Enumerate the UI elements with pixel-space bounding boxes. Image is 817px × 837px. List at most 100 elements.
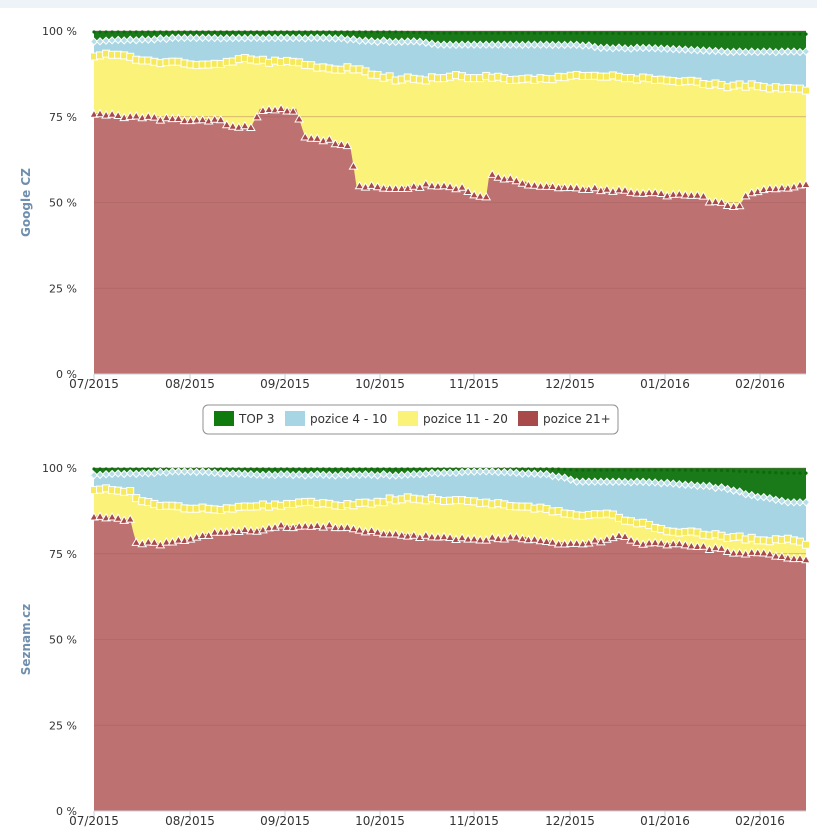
- marker-pos4-10: [125, 469, 135, 478]
- marker-pos4-10: [276, 470, 286, 479]
- marker-top3: [756, 470, 760, 474]
- marker-pos4-10: [337, 470, 346, 479]
- marker-pos4-10: [735, 47, 744, 56]
- marker-top3: [454, 31, 458, 35]
- marker-pos21: [475, 534, 486, 544]
- legend-item[interactable]: TOP 3: [214, 411, 274, 426]
- marker-top3: [532, 31, 537, 35]
- marker-pos21: [493, 172, 504, 181]
- legend-item[interactable]: pozice 11 - 20: [398, 411, 508, 426]
- marker-pos21: [330, 138, 341, 148]
- x-tick-label: 02/2016: [735, 377, 785, 391]
- marker-pos21: [565, 538, 576, 547]
- marker-pos21: [529, 180, 540, 189]
- marker-top3: [635, 468, 639, 472]
- marker-pos4-10: [578, 41, 587, 50]
- legend-item[interactable]: pozice 4 - 10: [285, 411, 387, 426]
- marker-top3: [665, 468, 669, 472]
- marker-pos4-10: [536, 469, 545, 479]
- marker-pos4-10: [650, 478, 660, 487]
- marker-pos21: [125, 111, 136, 120]
- marker-top3: [261, 30, 265, 34]
- marker-pos21: [463, 186, 473, 195]
- marker-top3: [731, 469, 736, 473]
- marker-top3: [285, 467, 289, 471]
- marker-pos4-10: [494, 40, 503, 49]
- marker-pos4-10: [765, 47, 775, 56]
- marker-pos21: [173, 113, 184, 123]
- marker-pos4-10: [325, 470, 334, 480]
- marker-pos4-10: [198, 33, 207, 43]
- marker-pos4-10: [783, 47, 793, 56]
- marker-top3: [659, 32, 663, 36]
- marker-pos21: [656, 538, 667, 547]
- marker-pos21: [626, 187, 636, 196]
- marker-pos4-10: [288, 470, 298, 480]
- marker-top3: [786, 32, 790, 36]
- marker-pos4-10: [572, 477, 581, 486]
- marker-pos21: [445, 181, 455, 191]
- marker-top3: [647, 31, 651, 36]
- marker-top3: [351, 467, 356, 471]
- marker-top3: [442, 31, 446, 35]
- marker-pos4-10: [101, 36, 111, 45]
- marker-pos4-10: [89, 470, 99, 480]
- marker-pos4-10: [602, 43, 612, 52]
- marker-top3: [520, 31, 525, 35]
- marker-pos4-10: [590, 42, 600, 52]
- marker-top3: [382, 467, 386, 471]
- y-tick-label: 75 %: [49, 111, 77, 124]
- marker-pos4-10: [584, 41, 593, 50]
- marker-top3: [460, 31, 464, 35]
- marker-pos21: [396, 530, 407, 539]
- marker-pos4-10: [276, 33, 286, 43]
- marker-pos21: [239, 524, 250, 534]
- marker-top3: [689, 32, 693, 36]
- marker-pos4-10: [445, 40, 455, 49]
- marker-top3: [297, 30, 301, 34]
- marker-pos21: [722, 200, 733, 210]
- marker-pos4-10: [101, 470, 111, 479]
- marker-top3: [599, 31, 603, 35]
- marker-top3: [653, 468, 657, 472]
- marker-pos21: [294, 113, 305, 123]
- y-axis-label: Seznam.cz: [19, 604, 33, 676]
- marker-pos21: [282, 105, 292, 115]
- marker-pos21: [427, 180, 437, 190]
- marker-pos21: [342, 522, 353, 531]
- marker-pos4-10: [210, 468, 219, 477]
- marker-pos4-10: [168, 33, 177, 43]
- marker-pos21: [167, 113, 178, 123]
- marker-top3: [110, 467, 114, 471]
- marker-top3: [104, 30, 108, 34]
- marker-pos21: [372, 181, 383, 191]
- marker-top3: [526, 467, 531, 471]
- marker-pos4-10: [542, 40, 551, 49]
- marker-pos21: [523, 179, 534, 189]
- marker-top3: [309, 467, 313, 471]
- marker-pos4-10: [445, 468, 455, 477]
- marker-pos21: [728, 548, 739, 557]
- marker-pos4-10: [578, 477, 587, 486]
- marker-top3: [418, 31, 422, 35]
- marker-top3: [436, 31, 440, 35]
- marker-top3: [116, 467, 120, 471]
- marker-pos4-10: [427, 468, 437, 478]
- marker-pos21: [276, 103, 286, 113]
- marker-top3: [557, 467, 561, 471]
- marker-pos4-10: [656, 479, 666, 488]
- marker-pos21: [686, 190, 697, 199]
- marker-pos21: [348, 523, 359, 533]
- marker-top3: [762, 470, 766, 474]
- marker-top3: [345, 467, 350, 471]
- marker-pos4-10: [300, 471, 310, 480]
- marker-pos21: [632, 537, 642, 546]
- marker-top3: [629, 468, 633, 472]
- x-tick-label: 09/2015: [260, 377, 310, 391]
- marker-top3: [309, 30, 313, 34]
- marker-pos21: [704, 196, 715, 206]
- legend-item[interactable]: pozice 21+: [518, 411, 611, 426]
- marker-top3: [285, 30, 289, 34]
- marker-pos21: [535, 535, 546, 545]
- marker-top3: [713, 32, 718, 36]
